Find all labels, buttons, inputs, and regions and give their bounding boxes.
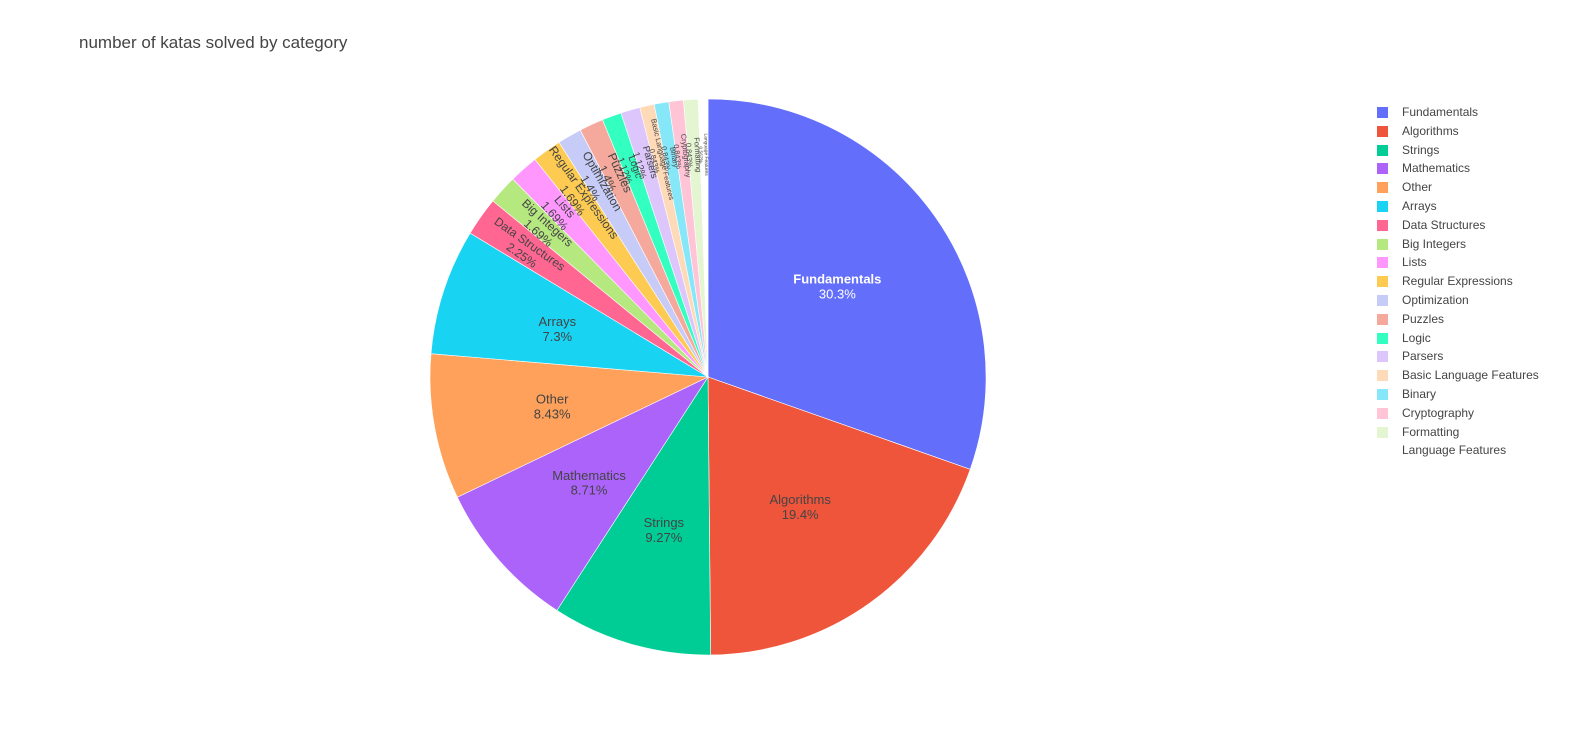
legend-label: Basic Language Features bbox=[1402, 368, 1539, 383]
legend-label: Big Integers bbox=[1402, 236, 1467, 251]
legend-swatch bbox=[1377, 257, 1388, 269]
slice-label-name: Strings bbox=[644, 515, 685, 530]
legend-swatch bbox=[1377, 276, 1388, 288]
slice-label-name: Other bbox=[536, 392, 569, 407]
slice-label-name: Formatting bbox=[692, 137, 703, 172]
legend-swatch bbox=[1377, 200, 1388, 212]
legend-label: Lists bbox=[1402, 255, 1427, 270]
legend-label: Regular Expressions bbox=[1402, 274, 1513, 289]
slice-label-percent: 19.4% bbox=[782, 507, 819, 522]
pie-slice-language-features[interactable] bbox=[697, 98, 709, 378]
legend-swatch bbox=[1377, 407, 1388, 419]
slice-label-name: Mathematics bbox=[552, 468, 626, 483]
chart-title: number of katas solved by category bbox=[79, 33, 348, 52]
slice-label-name: Arrays bbox=[539, 314, 577, 329]
legend-swatch bbox=[1377, 445, 1388, 457]
slice-label-name: Binary bbox=[668, 146, 680, 168]
slice-label-percent: 0.562% bbox=[697, 146, 703, 163]
pie-slice-fundamentals[interactable] bbox=[707, 98, 987, 470]
legend-label: Optimization bbox=[1402, 292, 1469, 307]
legend-swatch bbox=[1377, 144, 1388, 156]
legend-label: Fundamentals bbox=[1402, 105, 1479, 119]
legend-label: Mathematics bbox=[1402, 161, 1471, 176]
legend-label: Algorithms bbox=[1402, 123, 1459, 138]
slice-label-name: Fundamentals bbox=[793, 271, 881, 286]
legend-label: Cryptography bbox=[1402, 405, 1475, 420]
legend-label: Data Structures bbox=[1402, 217, 1486, 232]
slice-label-percent: 9.27% bbox=[645, 530, 682, 545]
pie-slice-strings[interactable] bbox=[556, 375, 711, 656]
slice-label-percent: 8.43% bbox=[534, 407, 571, 422]
pie-slices bbox=[429, 98, 987, 656]
legend-label: Other bbox=[1402, 180, 1433, 195]
slice-label-percent: 8.71% bbox=[571, 483, 608, 498]
pie-slice-algorithms[interactable] bbox=[707, 376, 971, 656]
legend-swatch bbox=[1377, 125, 1388, 137]
legend-swatch bbox=[1377, 238, 1388, 250]
legend-swatch bbox=[1377, 426, 1388, 438]
pie-slice-arrays[interactable] bbox=[430, 232, 709, 378]
legend-swatch bbox=[1377, 370, 1388, 382]
slice-label-name: Language Features bbox=[702, 133, 709, 176]
pie-slice-mathematics[interactable] bbox=[456, 376, 709, 611]
legend-swatch bbox=[1377, 388, 1388, 400]
legend-label: Arrays bbox=[1402, 198, 1437, 213]
legend-swatch bbox=[1377, 332, 1388, 344]
slice-label-name: Algorithms bbox=[769, 492, 831, 507]
legend-label: Parsers bbox=[1402, 349, 1444, 364]
legend-swatch bbox=[1377, 351, 1388, 363]
slice-label-percent: 30.3% bbox=[819, 286, 856, 301]
legend-label: Binary bbox=[1402, 386, 1437, 401]
legend-label: Logic bbox=[1402, 330, 1431, 345]
legend-label: Strings bbox=[1402, 142, 1440, 157]
slice-label-percent: 0.843% bbox=[684, 143, 695, 169]
legend-label: Language Features bbox=[1402, 443, 1507, 458]
legend-swatch bbox=[1377, 163, 1388, 175]
legend-label: Puzzles bbox=[1402, 311, 1445, 326]
legend-label: Formatting bbox=[1402, 424, 1460, 439]
slice-label-percent: 0.843% bbox=[672, 144, 684, 170]
slice-label-percent: 0.843% bbox=[660, 146, 673, 172]
legend-swatch bbox=[1377, 313, 1388, 325]
pie-slice-other[interactable] bbox=[429, 353, 710, 498]
legend-swatch bbox=[1377, 107, 1388, 118]
legend-swatch bbox=[1377, 219, 1388, 231]
legend-swatch bbox=[1377, 294, 1388, 306]
legend-swatch bbox=[1377, 182, 1388, 194]
slice-label-percent: 7.3% bbox=[542, 329, 572, 344]
